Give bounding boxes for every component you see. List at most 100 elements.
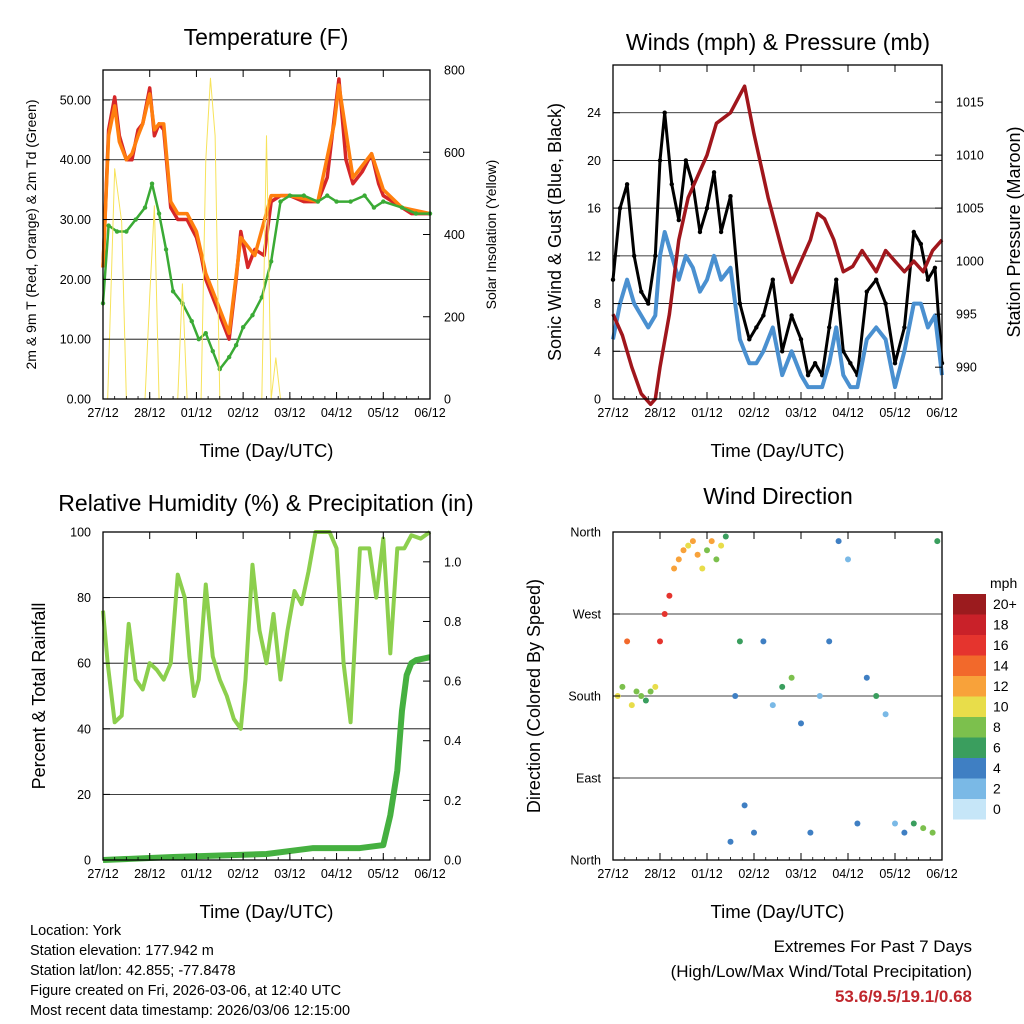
series-point bbox=[240, 325, 246, 330]
series-point bbox=[259, 295, 265, 300]
series-point bbox=[704, 205, 710, 211]
y-tick-label: 8 bbox=[594, 297, 601, 311]
direction-point bbox=[892, 820, 898, 827]
series-point bbox=[834, 277, 839, 282]
legend-swatch bbox=[953, 758, 986, 779]
y-tick-label: 80 bbox=[77, 591, 91, 605]
series-point bbox=[371, 205, 377, 210]
x-tick-label: 05/12 bbox=[368, 406, 399, 420]
legend-swatch bbox=[953, 717, 986, 738]
direction-point bbox=[722, 533, 729, 540]
x-tick-label: 06/12 bbox=[926, 867, 957, 881]
direction-point bbox=[657, 638, 663, 645]
series-point bbox=[798, 337, 804, 342]
series-point bbox=[624, 182, 630, 187]
x-tick-label: 03/12 bbox=[785, 867, 816, 881]
series-point bbox=[697, 229, 703, 235]
series-point bbox=[711, 170, 717, 175]
legend-swatch bbox=[953, 778, 986, 799]
y-tick-label: North bbox=[570, 854, 601, 868]
direction-point bbox=[652, 683, 659, 690]
panel-temperature: Temperature (F) 27/12 28/12 01/12 02/12 03/12… bbox=[23, 24, 499, 461]
panel-humidity: Relative Humidity (%) & Precipitation (i… bbox=[29, 490, 474, 922]
legend-label: 12 bbox=[993, 678, 1009, 694]
direction-point bbox=[845, 556, 851, 563]
legend-label: 8 bbox=[993, 719, 1001, 735]
y-axis-label: Direction (Colored By Speed) bbox=[524, 579, 544, 813]
x-tick-label: 03/12 bbox=[785, 406, 816, 420]
x-tick-label: 28/12 bbox=[134, 867, 165, 881]
legend-swatch bbox=[953, 676, 986, 697]
y-right-tick-label: 1000 bbox=[956, 255, 984, 269]
series-point bbox=[142, 205, 148, 210]
y-right-tick-label: 1010 bbox=[956, 149, 984, 163]
y-tick-label: 100 bbox=[70, 526, 91, 540]
direction-point bbox=[854, 820, 861, 827]
y-tick-label: South bbox=[568, 690, 601, 704]
series-point bbox=[892, 361, 898, 366]
direction-point bbox=[798, 720, 804, 727]
series-line-gust bbox=[611, 111, 944, 377]
series-point bbox=[163, 247, 169, 252]
direction-point bbox=[680, 547, 687, 554]
series-point bbox=[747, 337, 752, 342]
direction-point bbox=[704, 547, 710, 554]
y-right-tick-label: 0.0 bbox=[444, 854, 461, 868]
direction-point bbox=[929, 829, 936, 836]
x-tick-label: 28/12 bbox=[644, 867, 675, 881]
series-point bbox=[676, 217, 681, 223]
direction-point bbox=[708, 538, 715, 545]
y-tick-label: 20.00 bbox=[60, 273, 91, 287]
series-point bbox=[639, 289, 644, 294]
x-tick-label: 06/12 bbox=[926, 406, 957, 420]
panel-winds: Winds (mph) & Pressure (mb) 27/12 28/12 01/… bbox=[545, 29, 1024, 461]
series-point bbox=[848, 361, 853, 366]
series-point bbox=[301, 193, 307, 198]
x-tick-label: 01/12 bbox=[181, 406, 212, 420]
series-point bbox=[646, 301, 651, 306]
series-point bbox=[805, 372, 811, 378]
direction-point bbox=[718, 542, 725, 549]
x-tick-label: 01/12 bbox=[691, 867, 722, 881]
direction-point bbox=[671, 565, 678, 572]
y-right-tick-label: 0.6 bbox=[444, 675, 461, 689]
legend-label: 14 bbox=[993, 658, 1009, 674]
legend-label: 6 bbox=[993, 740, 1001, 756]
series-point bbox=[381, 199, 386, 204]
legend-swatch bbox=[953, 635, 986, 656]
y-tick-label: North bbox=[570, 526, 601, 540]
chart-title: Temperature (F) bbox=[184, 24, 349, 50]
legend-swatch bbox=[953, 799, 986, 820]
series-point bbox=[203, 331, 208, 336]
station-elevation: Station elevation: 177.942 m bbox=[30, 943, 214, 959]
series-point bbox=[925, 277, 931, 282]
direction-point bbox=[910, 820, 917, 827]
y-right-tick-label: 1015 bbox=[956, 96, 984, 110]
extremes-values: 53.6/9.5/19.1/0.68 bbox=[834, 987, 972, 1006]
direction-point bbox=[816, 693, 823, 699]
x-tick-label: 06/12 bbox=[414, 867, 445, 881]
series-point bbox=[149, 181, 155, 186]
legend-label: 18 bbox=[993, 617, 1009, 633]
direction-point bbox=[624, 638, 631, 645]
series-group bbox=[614, 533, 941, 845]
y-tick-label: 12 bbox=[587, 249, 601, 263]
x-tick-label: 05/12 bbox=[879, 406, 910, 420]
series-point bbox=[106, 223, 111, 228]
direction-point bbox=[920, 825, 927, 832]
series-point bbox=[780, 349, 785, 354]
direction-point bbox=[826, 638, 833, 645]
x-tick-label: 01/12 bbox=[181, 867, 212, 881]
series-point bbox=[911, 229, 916, 235]
series-point bbox=[864, 289, 869, 294]
y-tick-label: 4 bbox=[594, 345, 601, 359]
series-point bbox=[770, 277, 775, 282]
figure-created: Figure created on Fri, 2026-03-06, at 12… bbox=[30, 983, 342, 999]
y-right-tick-label: 600 bbox=[444, 146, 465, 160]
plot-frame bbox=[102, 531, 431, 861]
series-point bbox=[631, 253, 637, 259]
y-axis-label: Sonic Wind & Gust (Blue, Black) bbox=[545, 103, 565, 361]
legend-swatch bbox=[953, 614, 986, 635]
y-tick-label: 0 bbox=[84, 854, 91, 868]
direction-point bbox=[732, 693, 739, 699]
